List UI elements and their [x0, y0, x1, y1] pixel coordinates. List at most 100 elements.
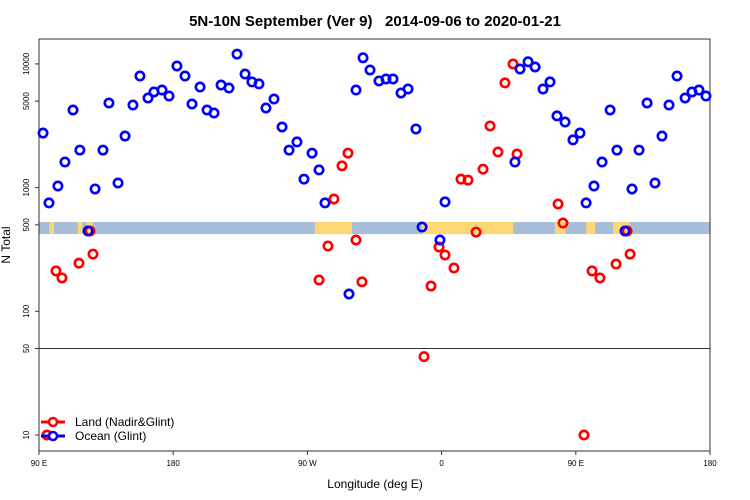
land-point: [470, 226, 482, 238]
chart-title: 5N-10N September (Ver 9) 2014-09-06 to 2…: [189, 13, 561, 30]
land-point: [552, 198, 564, 210]
y-tick-label: 1000: [22, 178, 31, 196]
land-point: [425, 280, 437, 292]
ocean-point: [544, 76, 556, 88]
ocean-point: [559, 116, 571, 128]
land-point: [313, 274, 325, 286]
land-point: [477, 163, 489, 175]
ocean-point: [439, 196, 451, 208]
land-segment: [77, 222, 83, 235]
land-point: [342, 147, 354, 159]
ocean-point: [223, 82, 235, 94]
ocean-point: [641, 97, 653, 109]
ocean-point: [402, 83, 414, 95]
data-points: [37, 48, 712, 441]
ocean-point: [119, 130, 131, 142]
ocean-point: [74, 144, 86, 156]
ocean-point: [208, 107, 220, 119]
ocean-point: [298, 173, 310, 185]
land-segment: [422, 222, 514, 235]
ocean-point: [522, 56, 534, 68]
ocean-point: [43, 197, 55, 209]
ocean-point: [134, 70, 146, 82]
legend: Land (Nadir&Glint) Ocean (Glint): [41, 415, 174, 443]
ocean-point: [319, 197, 331, 209]
land-point: [87, 248, 99, 260]
y-axis: 10 50 100 500 1000 5000 10000: [22, 52, 39, 439]
ocean-point: [604, 104, 616, 116]
ocean-point: [59, 156, 71, 168]
ocean-point: [656, 130, 668, 142]
ocean-point: [671, 70, 683, 82]
land-point: [610, 258, 622, 270]
x-tick-label: 180: [703, 459, 717, 468]
y-tick-label: 50: [22, 344, 31, 353]
ocean-point: [103, 97, 115, 109]
land-point: [499, 77, 511, 89]
land-point: [322, 240, 334, 252]
legend-land-label: Land (Nadir&Glint): [75, 415, 174, 429]
land-point: [56, 272, 68, 284]
ocean-point: [649, 177, 661, 189]
ocean-point: [142, 92, 154, 104]
ocean-point: [626, 183, 638, 195]
ocean-point: [611, 144, 623, 156]
y-tick-label: 100: [22, 304, 31, 318]
land-point: [455, 173, 467, 185]
x-tick-label: 90 W: [298, 459, 317, 468]
ocean-point: [693, 84, 705, 96]
ocean-point: [260, 102, 272, 114]
x-tick-label: 180: [167, 459, 181, 468]
ocean-point: [194, 81, 206, 93]
land-point: [624, 248, 636, 260]
ocean-point: [567, 134, 579, 146]
x-axis-label: Longitude (deg E): [327, 477, 422, 491]
land-ocean-band: [39, 222, 710, 235]
x-axis: 90 E 180 90 W 0 90 E 180: [31, 451, 717, 468]
ocean-point: [410, 123, 422, 135]
ocean-point: [387, 73, 399, 85]
ocean-point: [97, 144, 109, 156]
ocean-point: [537, 83, 549, 95]
ocean-point: [163, 90, 175, 102]
y-tick-label: 10: [22, 430, 31, 439]
land-point: [350, 234, 362, 246]
ocean-point: [89, 183, 101, 195]
ocean-point: [380, 73, 392, 85]
ocean-point: [112, 177, 124, 189]
ocean-point: [179, 70, 191, 82]
ocean-point: [679, 92, 691, 104]
ocean-point: [67, 104, 79, 116]
plot-frame: [38, 38, 711, 452]
land-point: [462, 174, 474, 186]
y-tick-label: 10000: [22, 52, 31, 75]
ocean-point: [574, 127, 586, 139]
ocean-point: [350, 84, 362, 96]
ocean-point: [588, 180, 600, 192]
ocean-point: [276, 121, 288, 133]
ocean-point: [313, 164, 325, 176]
land-segment: [586, 222, 596, 235]
ocean-point: [434, 234, 446, 246]
x-tick-label: 90 E: [568, 459, 584, 468]
ocean-point: [364, 64, 376, 76]
land-point: [356, 276, 368, 288]
ocean-point: [343, 288, 355, 300]
land-point: [336, 160, 348, 172]
land-point: [594, 272, 606, 284]
ocean-point: [156, 84, 168, 96]
ocean-point: [514, 63, 526, 75]
ocean-point: [306, 147, 318, 159]
ocean-point: [268, 93, 280, 105]
ocean-point: [551, 110, 563, 122]
land-segment: [554, 222, 566, 235]
ocean-point: [580, 197, 592, 209]
ocean-point: [52, 180, 64, 192]
land-point: [586, 265, 598, 277]
ocean-point: [186, 98, 198, 110]
legend-ocean-label: Ocean (Glint): [75, 429, 146, 443]
ocean-point: [127, 99, 139, 111]
land-point: [439, 249, 451, 261]
ocean-point: [231, 48, 243, 60]
